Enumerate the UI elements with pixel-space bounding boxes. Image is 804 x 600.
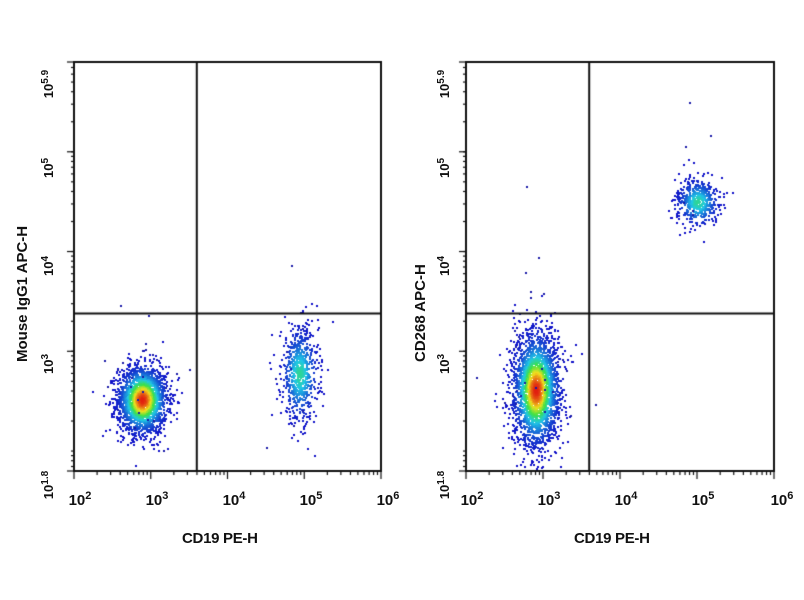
x-tick-label: 102 bbox=[68, 490, 92, 509]
x-tick-label: 103 bbox=[537, 490, 561, 509]
scatter-plot-canvas-right bbox=[392, 0, 804, 600]
x-tick-label: 105 bbox=[691, 490, 715, 509]
x-tick-label: 105 bbox=[299, 490, 323, 509]
y-tick-label: 105 bbox=[40, 157, 56, 179]
y-tick-label: 105 bbox=[436, 157, 452, 179]
x-tick-label: 102 bbox=[460, 490, 484, 509]
scatter-plot-canvas-left bbox=[0, 0, 400, 600]
y-tick-label: 101.8 bbox=[436, 470, 452, 500]
y-axis-label-right: CD268 APC-H bbox=[412, 264, 429, 362]
x-tick-label: 106 bbox=[770, 490, 794, 509]
plot-panel-right: CD268 APC-H CD19 PE-H 102 103 104 105 10… bbox=[392, 0, 804, 600]
y-tick-label: 103 bbox=[436, 353, 452, 375]
x-axis-label-right: CD19 PE-H bbox=[574, 530, 650, 547]
x-axis-label-left: CD19 PE-H bbox=[182, 530, 258, 547]
x-tick-label: 103 bbox=[145, 490, 169, 509]
y-tick-label: 104 bbox=[436, 255, 452, 277]
x-tick-label: 104 bbox=[614, 490, 638, 509]
x-tick-label: 104 bbox=[222, 490, 246, 509]
y-axis-label-left: Mouse IgG1 APC-H bbox=[14, 225, 31, 362]
y-tick-label: 104 bbox=[40, 255, 56, 277]
y-tick-label: 103 bbox=[40, 353, 56, 375]
plot-panel-left: Mouse IgG1 APC-H CD19 PE-H 102 103 104 1… bbox=[0, 0, 400, 600]
y-tick-label: 101.8 bbox=[40, 470, 56, 500]
y-tick-label: 105.9 bbox=[436, 69, 452, 99]
y-tick-label: 105.9 bbox=[40, 69, 56, 99]
